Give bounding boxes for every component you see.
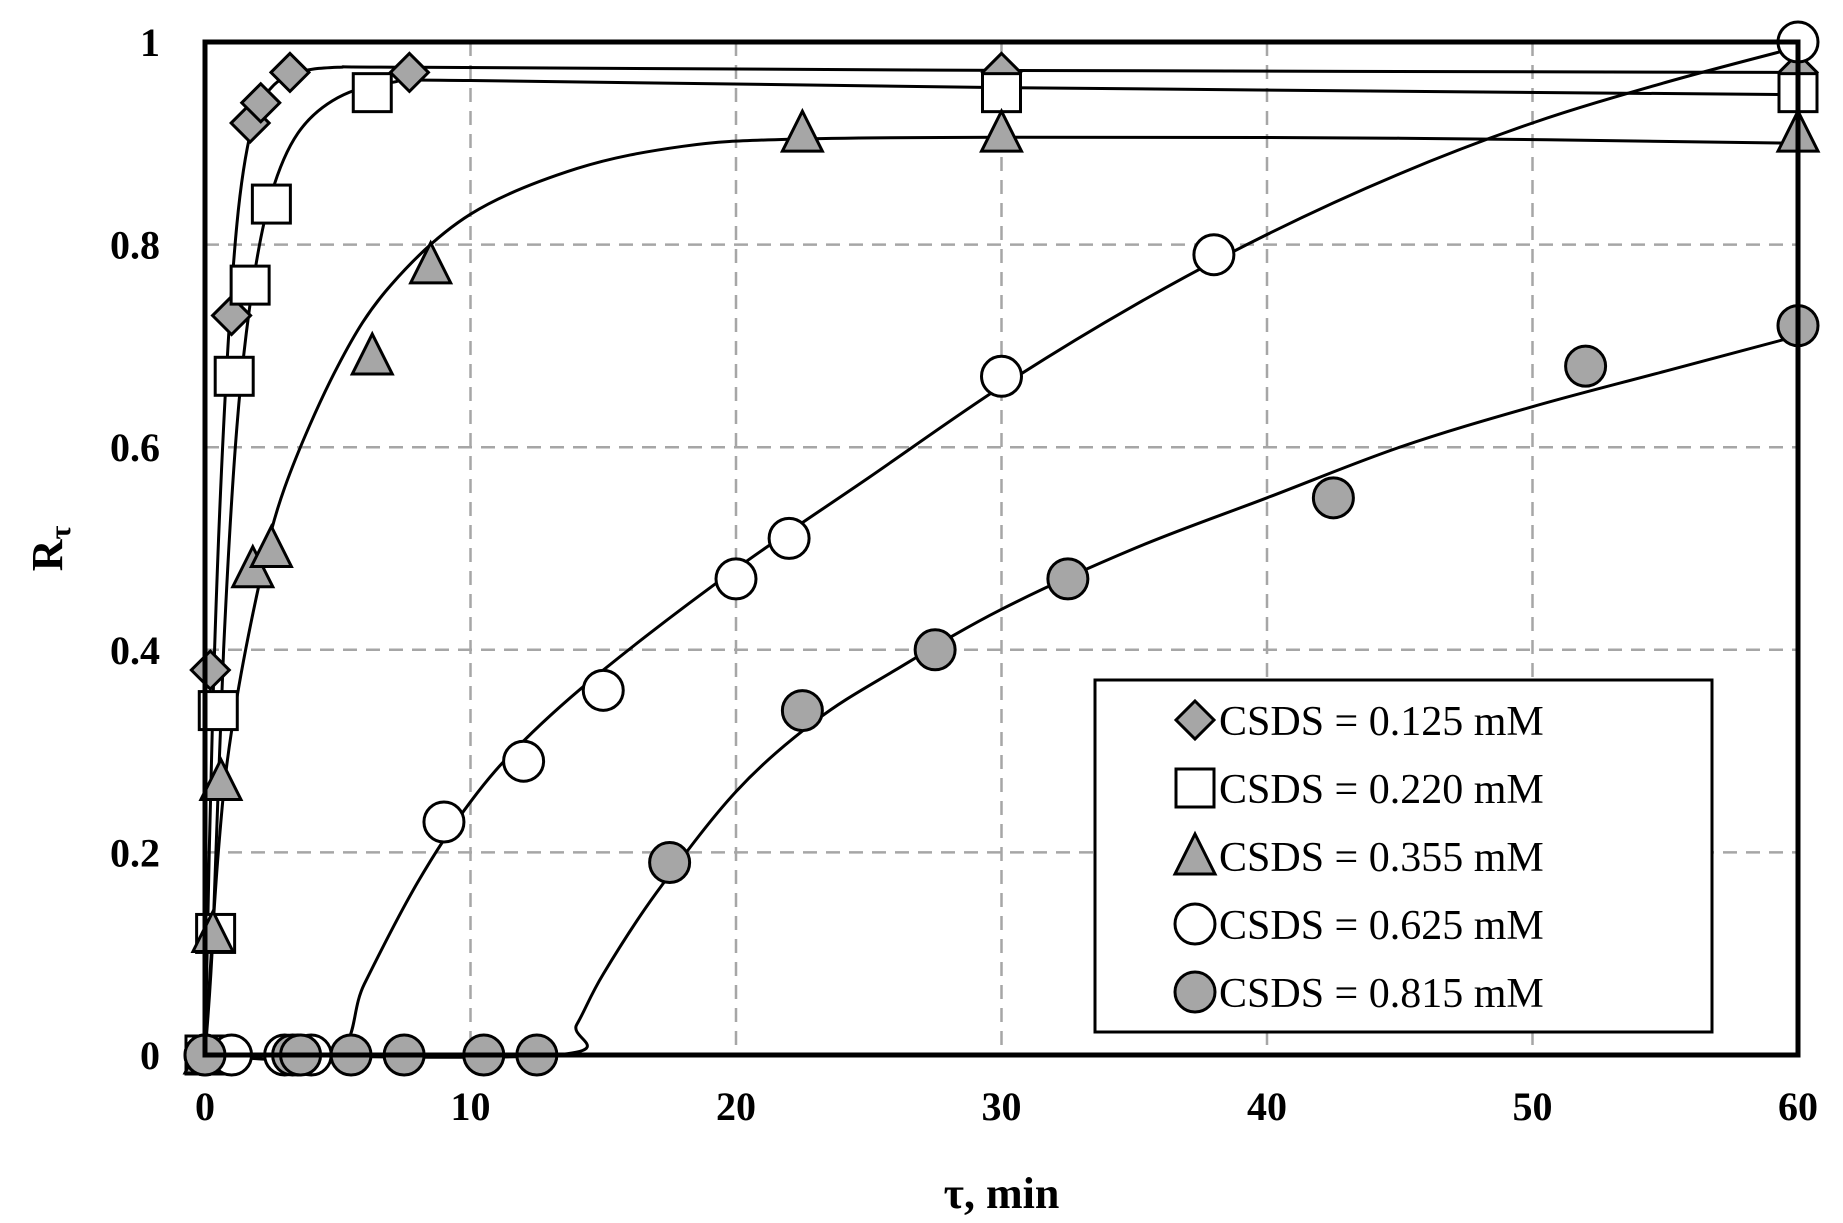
data-point-series-4 bbox=[1192, 233, 1236, 277]
data-point-series-5 bbox=[1046, 557, 1090, 601]
legend-marker-series-5 bbox=[1173, 970, 1217, 1014]
data-point-series-1 bbox=[239, 81, 282, 124]
data-point-series-1 bbox=[210, 294, 253, 337]
data-point-series-3 bbox=[779, 107, 825, 153]
y-axis-title: Rτ bbox=[23, 526, 77, 572]
y-axis-title-main: R bbox=[23, 538, 72, 571]
plot-frame bbox=[202, 39, 1801, 1058]
x-tick-label: 60 bbox=[1778, 1084, 1818, 1129]
y-tick-label: 0.2 bbox=[110, 830, 160, 875]
y-tick-label: 0.6 bbox=[110, 425, 160, 470]
legend-label-series-5: CSDS = 0.815 mM bbox=[1219, 971, 1544, 1017]
data-point-series-5 bbox=[1311, 476, 1355, 520]
y-axis-title-subscript: τ bbox=[44, 526, 77, 540]
data-point-series-4 bbox=[581, 668, 625, 712]
grid-lines bbox=[205, 42, 1798, 1055]
x-tick-label: 30 bbox=[982, 1084, 1022, 1129]
x-tick-label: 40 bbox=[1247, 1084, 1287, 1129]
legend-marker-series-4 bbox=[1173, 902, 1217, 946]
legend-marker-series-3 bbox=[1172, 830, 1218, 876]
y-tick-labels: 0 0.2 0.4 0.6 0.8 1 bbox=[110, 20, 160, 1078]
x-tick-label: 50 bbox=[1513, 1084, 1553, 1129]
y-tick-label: 1 bbox=[140, 20, 160, 65]
x-tick-labels: 0 10 20 30 40 50 60 bbox=[195, 1084, 1818, 1129]
data-point-series-4 bbox=[422, 800, 466, 844]
y-tick-label: 0.8 bbox=[110, 223, 160, 268]
data-point-series-5 bbox=[1564, 344, 1608, 388]
data-point-series-3 bbox=[248, 523, 294, 568]
data-point-series-2 bbox=[213, 355, 255, 397]
data-point-series-4 bbox=[980, 354, 1023, 398]
data-point-series-1 bbox=[189, 648, 232, 692]
data-point-series-4 bbox=[502, 739, 546, 783]
data-point-series-2 bbox=[351, 72, 393, 114]
legend-marker-series-2 bbox=[1174, 767, 1216, 809]
data-point-series-1 bbox=[268, 51, 312, 94]
legend-label-series-1: CSDS = 0.125 mM bbox=[1219, 699, 1544, 745]
data-point-series-1 bbox=[388, 51, 431, 94]
data-point-series-2 bbox=[250, 183, 292, 225]
x-tick-label: 0 bbox=[195, 1084, 215, 1129]
data-point-series-2 bbox=[981, 72, 1022, 114]
legend-label-series-3: CSDS = 0.355 mM bbox=[1219, 835, 1544, 881]
data-point-series-3 bbox=[408, 239, 454, 285]
legend-label-series-2: CSDS = 0.220 mM bbox=[1219, 767, 1544, 813]
fit-curve-series-4 bbox=[204, 45, 1799, 1062]
data-point-series-4 bbox=[714, 557, 758, 601]
fit-curve-series-5 bbox=[204, 334, 1799, 1059]
data-point-series-4 bbox=[767, 516, 811, 560]
data-point-series-3 bbox=[979, 107, 1024, 153]
data-point-series-5 bbox=[913, 628, 957, 672]
y-tick-label: 0 bbox=[140, 1033, 160, 1078]
data-point-series-5 bbox=[780, 689, 824, 733]
data-point-series-5 bbox=[648, 841, 692, 885]
legend-label-series-4: CSDS = 0.625 mM bbox=[1219, 903, 1544, 949]
x-tick-label: 20 bbox=[716, 1084, 756, 1129]
y-tick-label: 0.4 bbox=[110, 628, 160, 673]
x-axis-title: τ, min bbox=[944, 1169, 1060, 1218]
data-point-series-3 bbox=[349, 330, 395, 376]
data-point-series-2 bbox=[229, 264, 271, 306]
data-point-series-3 bbox=[198, 756, 244, 801]
x-tick-label: 10 bbox=[451, 1084, 491, 1129]
legend-marker-series-1 bbox=[1173, 698, 1217, 742]
legend: CSDS = 0.125 mM CSDS = 0.220 mM CSDS = 0.3… bbox=[1093, 678, 1714, 1034]
